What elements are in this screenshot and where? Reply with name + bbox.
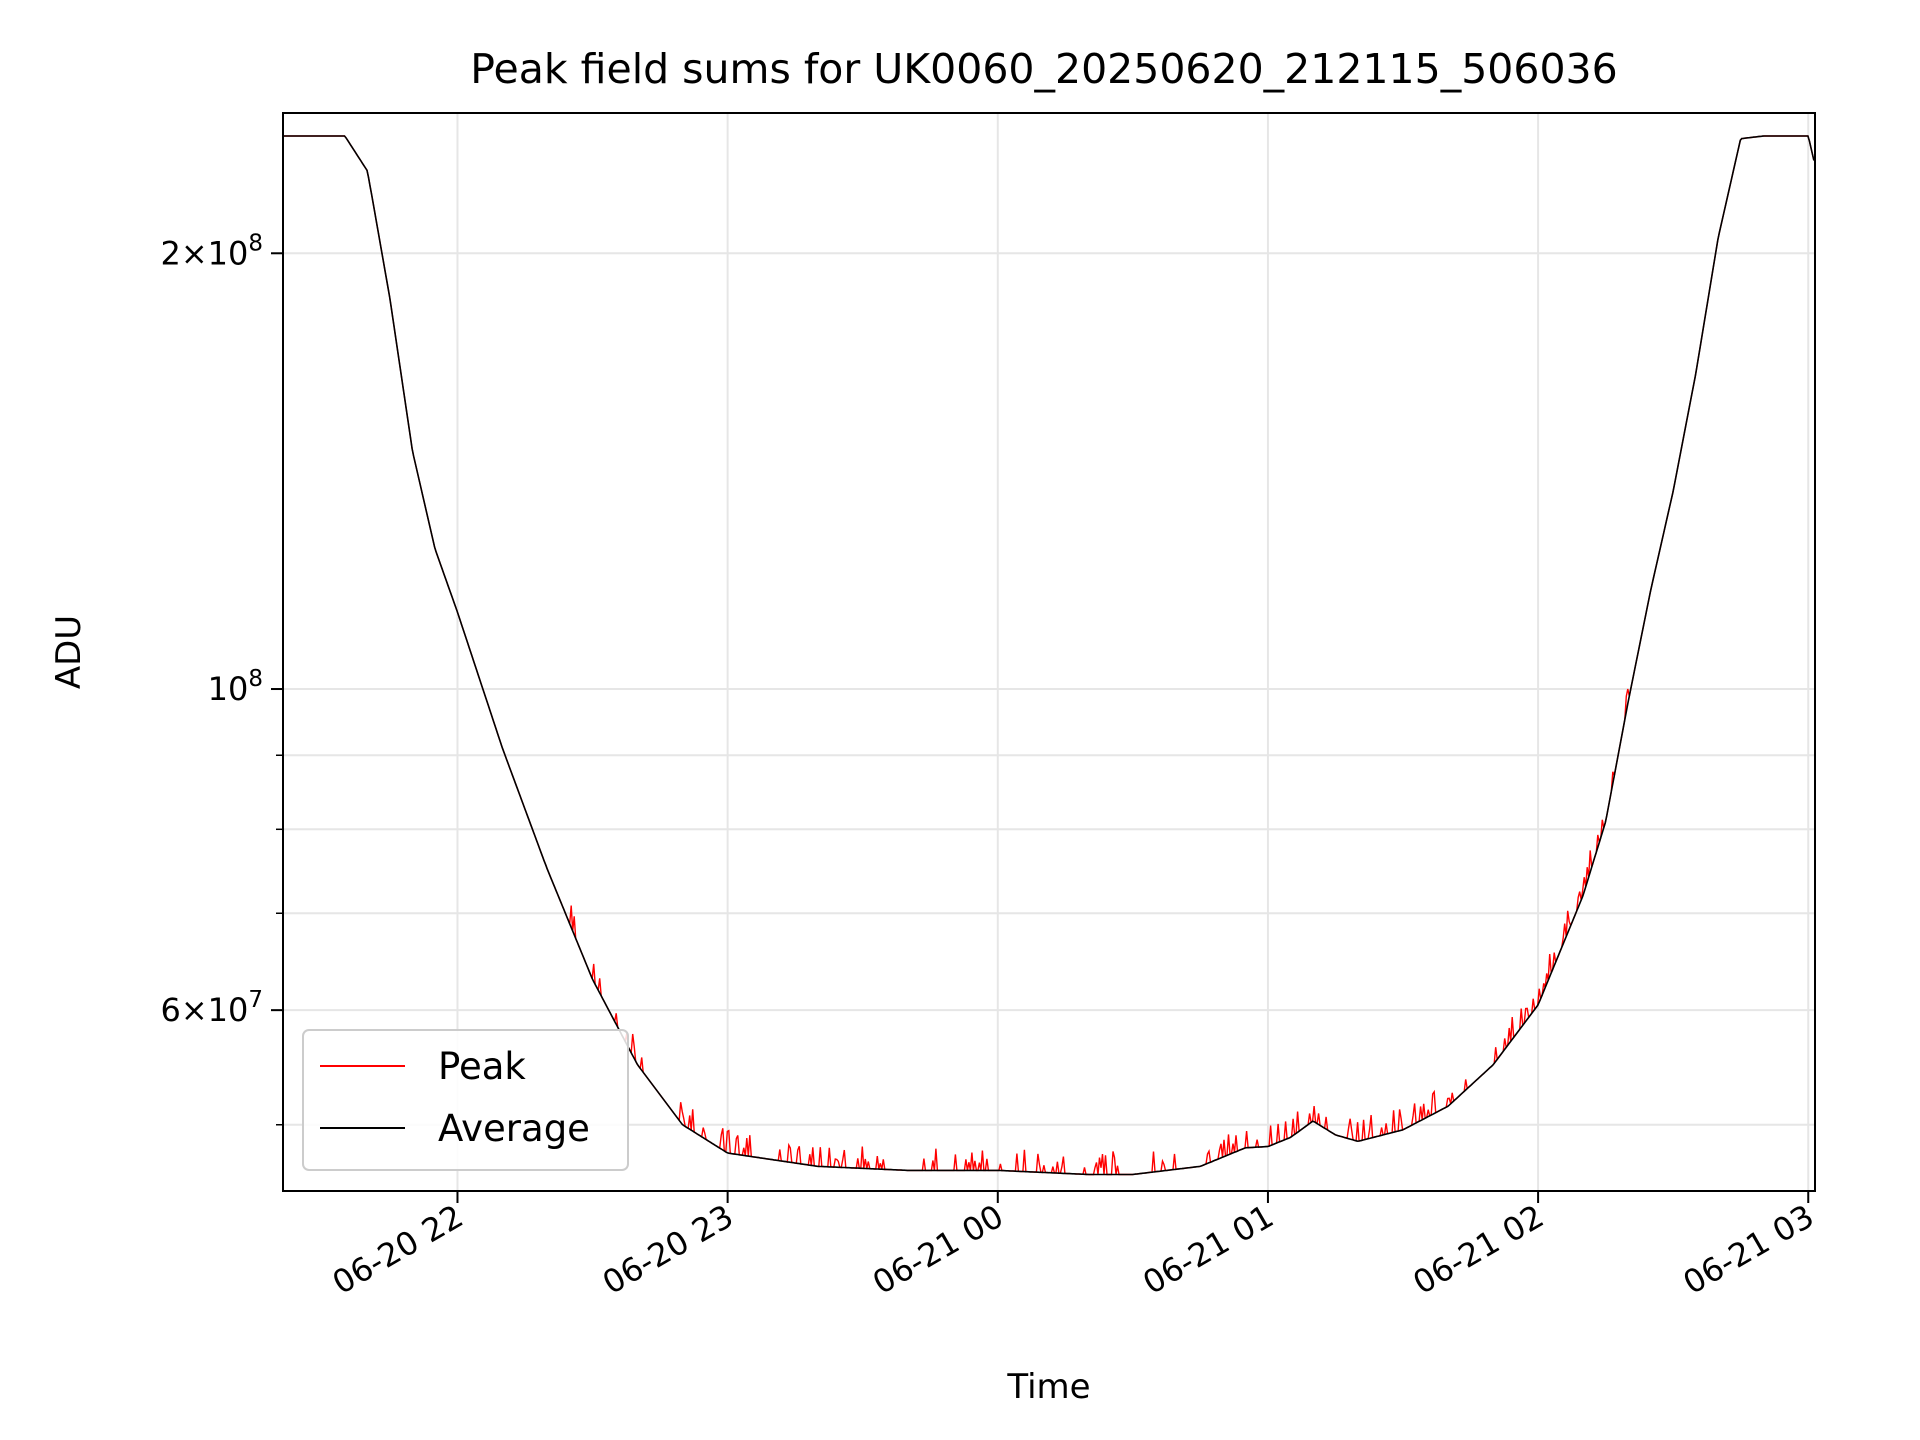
legend: Peak Average — [302, 1029, 629, 1171]
y-tick-mantissa: 6 — [160, 991, 180, 1029]
y-tick-label: 6×107 — [160, 987, 263, 1029]
y-tick-label: 108 — [208, 666, 263, 708]
y-tick-exponent: 8 — [248, 230, 263, 256]
x-axis-title: Time — [1006, 1367, 1090, 1407]
y-tick-label: 2×108 — [160, 230, 263, 272]
series-average-line — [283, 135, 1815, 1176]
y-tick-exponent: 7 — [248, 987, 263, 1013]
y-tick-base: 10 — [208, 670, 249, 708]
plot-lines — [283, 135, 1815, 1176]
plot-frame — [282, 112, 1816, 1192]
legend-label-peak: Peak — [438, 1045, 526, 1088]
y-tick-base: 10 — [208, 234, 249, 272]
y-axis-title: ADU — [49, 615, 89, 689]
chart-title: Peak field sums for UK0060_20250620_2121… — [470, 45, 1617, 93]
y-tick-mantissa: 2 — [160, 234, 180, 272]
y-tick-times: × — [181, 234, 208, 272]
y-tick-exponent: 8 — [248, 666, 263, 692]
legend-label-average: Average — [438, 1107, 590, 1150]
y-tick-base: 10 — [208, 991, 249, 1029]
y-tick-times: × — [181, 991, 208, 1029]
grid — [283, 113, 1815, 1191]
